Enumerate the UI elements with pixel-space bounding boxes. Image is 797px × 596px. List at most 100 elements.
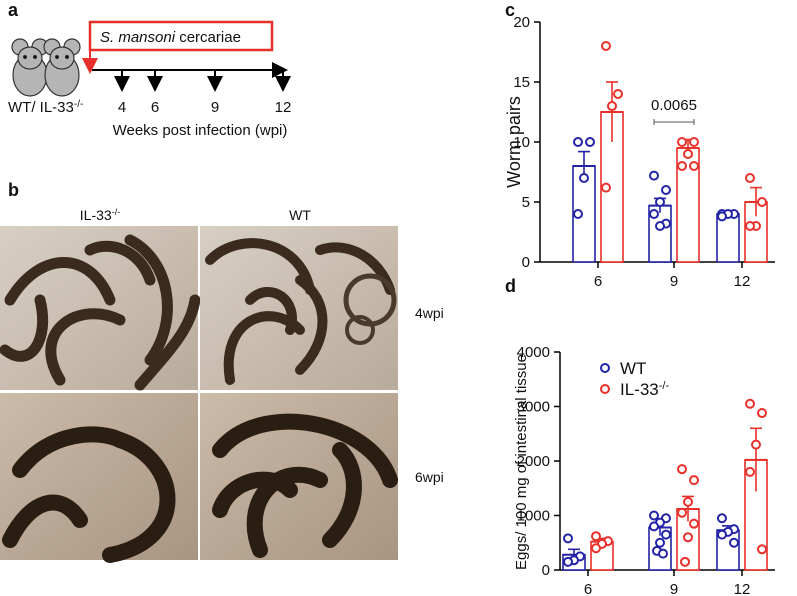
data-point bbox=[613, 89, 623, 99]
data-point bbox=[757, 408, 767, 419]
bar bbox=[716, 213, 740, 263]
data-point bbox=[729, 537, 739, 548]
legend-sup: -/- bbox=[659, 380, 670, 392]
column-label-sup: -/- bbox=[112, 207, 121, 217]
data-point bbox=[585, 137, 595, 147]
data-point bbox=[683, 496, 693, 507]
x-tick-label: 12 bbox=[734, 581, 751, 596]
micrograph bbox=[200, 226, 398, 390]
legend-label: WT bbox=[620, 359, 646, 378]
row-label: 6wpi bbox=[415, 469, 444, 485]
data-point bbox=[649, 209, 659, 219]
timepoint: 4 bbox=[118, 99, 126, 116]
data-point bbox=[745, 398, 755, 409]
y-tick-label: 4000 bbox=[517, 344, 550, 361]
micrograph bbox=[200, 393, 398, 560]
data-point bbox=[677, 137, 687, 147]
infection-box bbox=[88, 20, 274, 52]
y-axis-label: Eggs/ 100 mg of intestinal tissue bbox=[513, 354, 530, 570]
y-tick-label: 15 bbox=[513, 74, 530, 91]
group-label-text: WT/ IL-33 bbox=[8, 99, 74, 116]
legend-marker bbox=[600, 384, 610, 394]
data-point bbox=[563, 556, 573, 567]
micrograph bbox=[0, 393, 198, 563]
y-tick-label: 0 bbox=[522, 254, 530, 271]
panel-label: b bbox=[8, 180, 19, 200]
y-tick-label: 10 bbox=[513, 134, 530, 151]
y-tick-label: 2000 bbox=[517, 453, 550, 470]
data-point bbox=[757, 544, 767, 555]
data-point bbox=[607, 101, 617, 111]
column-label: IL-33-/- bbox=[80, 207, 120, 223]
x-tick-label: 6 bbox=[594, 273, 602, 290]
mice-icon bbox=[11, 38, 81, 97]
data-point bbox=[677, 464, 687, 475]
legend-text: WT bbox=[620, 359, 646, 378]
group-label: WT/ IL-33-/- bbox=[8, 99, 83, 117]
panel-label: c bbox=[505, 0, 515, 20]
data-point bbox=[751, 439, 761, 450]
data-point bbox=[649, 521, 659, 532]
data-point bbox=[680, 556, 690, 567]
x-tick-label: 12 bbox=[734, 273, 751, 290]
y-tick-label: 0 bbox=[542, 562, 550, 579]
data-point bbox=[683, 149, 693, 159]
legend-text: IL-33 bbox=[620, 380, 659, 399]
timeline-label: Weeks post infection (wpi) bbox=[113, 122, 288, 139]
data-point bbox=[573, 137, 583, 147]
micrograph bbox=[0, 226, 201, 391]
timepoint: 6 bbox=[151, 99, 159, 116]
panel-label: a bbox=[8, 0, 19, 20]
data-point bbox=[649, 510, 659, 521]
column-label-text: IL-33 bbox=[80, 207, 112, 223]
timepoint: 12 bbox=[275, 99, 292, 116]
x-tick-label: 9 bbox=[670, 581, 678, 596]
data-point bbox=[649, 170, 659, 181]
y-axis-label: Worm pairs bbox=[504, 96, 524, 188]
data-point bbox=[655, 537, 665, 548]
timepoint-arrows bbox=[114, 70, 291, 92]
stage: cercariae bbox=[175, 29, 241, 46]
x-tick-label: 9 bbox=[670, 273, 678, 290]
data-point bbox=[573, 209, 583, 219]
data-point bbox=[745, 221, 755, 231]
data-point bbox=[579, 173, 589, 183]
p-value: 0.0065 bbox=[651, 97, 697, 114]
row-label: 4wpi bbox=[415, 305, 444, 321]
data-point bbox=[683, 532, 693, 543]
data-point bbox=[591, 543, 601, 554]
x-tick-label: 6 bbox=[584, 581, 592, 596]
data-point bbox=[655, 221, 665, 231]
infection-label: S. mansoni cercariae bbox=[100, 29, 241, 46]
data-point bbox=[745, 466, 755, 477]
data-point bbox=[717, 513, 727, 524]
y-tick-label: 5 bbox=[522, 194, 530, 211]
legend-label: IL-33-/- bbox=[620, 380, 669, 399]
data-point bbox=[563, 533, 573, 544]
data-point bbox=[661, 185, 671, 195]
data-point bbox=[591, 531, 601, 542]
data-point bbox=[689, 475, 699, 486]
data-point bbox=[655, 197, 665, 207]
data-point bbox=[745, 173, 755, 183]
data-point bbox=[661, 529, 671, 540]
data-point bbox=[689, 137, 699, 147]
data-point bbox=[677, 161, 687, 171]
column-label: WT bbox=[289, 207, 311, 223]
data-point bbox=[658, 548, 668, 559]
data-point bbox=[601, 41, 611, 51]
data-point bbox=[717, 529, 727, 540]
panel-label: d bbox=[505, 276, 516, 296]
data-point bbox=[757, 197, 767, 207]
y-tick-label: 20 bbox=[513, 14, 530, 31]
y-tick-label: 1000 bbox=[517, 508, 550, 525]
data-point bbox=[601, 182, 611, 193]
legend-marker bbox=[600, 363, 610, 373]
data-point bbox=[689, 161, 699, 171]
species: S. mansoni bbox=[100, 29, 176, 46]
data-point bbox=[717, 211, 727, 222]
timepoint: 9 bbox=[211, 99, 219, 116]
data-point bbox=[689, 518, 699, 529]
